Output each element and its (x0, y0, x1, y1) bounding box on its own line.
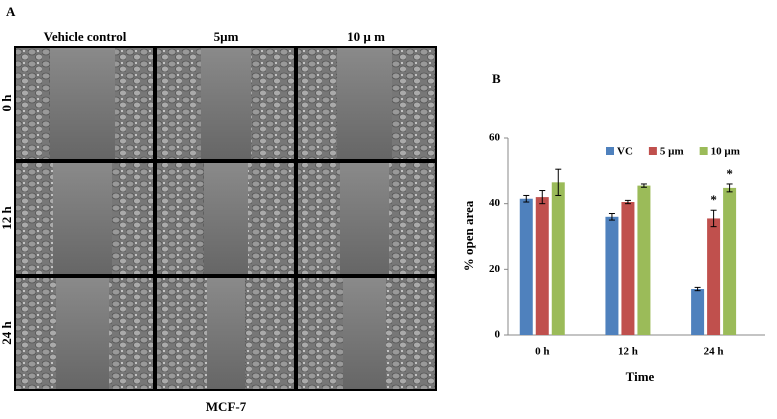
wound-gap (50, 48, 115, 159)
wound-gap (207, 278, 245, 389)
bar (605, 216, 619, 335)
bar (691, 289, 705, 335)
column-header: Vehicle control (44, 29, 127, 44)
significance-mark: * (710, 192, 717, 207)
x-tick-label: 24 h (704, 346, 724, 358)
wound-gap (337, 48, 392, 159)
legend-label: VC (617, 146, 633, 158)
wound-gap (340, 163, 389, 274)
x-tick-label: 12 h (618, 346, 638, 358)
x-axis-label: Time (626, 369, 655, 384)
micrograph-grid (14, 46, 437, 391)
row-label: 12 h (0, 205, 14, 229)
y-axis-label: % open area (461, 200, 476, 271)
column-header: 5µm (214, 29, 239, 44)
y-tick-label: 0 (495, 329, 501, 341)
legend-swatch (699, 147, 708, 155)
bar (621, 202, 635, 335)
legend-label: 5 µm (660, 146, 684, 158)
wound-gap (343, 278, 386, 389)
legend-swatch (606, 147, 614, 155)
bar (551, 182, 565, 335)
y-tick-label: 20 (489, 263, 501, 275)
row-label: 24 h (0, 320, 14, 344)
column-header: 10 µ m (347, 29, 385, 44)
legend-label: 10 µm (711, 146, 740, 158)
caption: MCF-7 (206, 399, 247, 414)
bar (707, 218, 721, 335)
bar (723, 187, 737, 335)
bar (519, 198, 533, 335)
bar (637, 185, 651, 335)
legend-swatch (648, 147, 657, 155)
panel-label: A (6, 4, 16, 19)
y-tick-label: 60 (489, 132, 501, 144)
panel-label: B (492, 71, 501, 86)
wound-gap (56, 278, 109, 389)
y-tick-label: 40 (489, 197, 501, 209)
x-tick-label: 0 h (535, 346, 549, 358)
wound-gap (204, 163, 248, 274)
row-label: 0 h (0, 94, 14, 112)
wound-gap (201, 48, 251, 159)
significance-mark: * (726, 166, 733, 181)
wound-gap (53, 163, 112, 274)
bar (535, 197, 549, 335)
